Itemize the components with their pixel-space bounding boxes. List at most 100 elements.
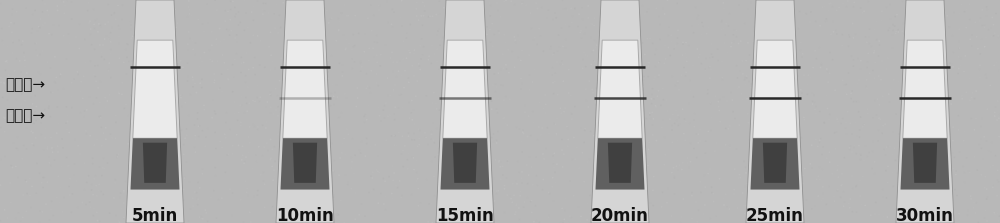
Point: [180, 75, 196, 78]
Point: [338, 46, 354, 50]
Point: [861, 35, 877, 39]
Point: [409, 0, 425, 4]
Point: [470, 44, 486, 47]
Point: [36, 148, 52, 152]
Point: [63, 0, 79, 4]
Point: [345, 137, 361, 140]
Point: [412, 44, 428, 47]
Point: [713, 135, 729, 139]
Point: [206, 189, 222, 193]
Point: [8, 57, 24, 60]
Point: [555, 155, 571, 159]
Point: [790, 110, 806, 113]
Point: [64, 192, 80, 196]
Point: [124, 59, 140, 63]
Point: [156, 189, 172, 193]
Point: [393, 74, 409, 78]
Point: [586, 160, 602, 163]
Point: [848, 185, 864, 188]
Point: [311, 51, 327, 55]
Point: [397, 144, 413, 148]
Point: [283, 137, 299, 141]
Point: [751, 161, 767, 165]
Point: [819, 69, 835, 72]
Point: [362, 173, 378, 176]
Point: [606, 31, 622, 35]
Point: [326, 159, 342, 162]
Point: [531, 27, 547, 30]
Point: [368, 168, 384, 171]
Point: [347, 60, 363, 64]
Point: [331, 115, 347, 119]
Point: [264, 148, 280, 151]
Point: [901, 91, 917, 94]
Point: [367, 143, 383, 147]
Point: [779, 49, 795, 52]
Point: [956, 171, 972, 174]
Point: [34, 210, 50, 214]
Point: [277, 124, 293, 128]
Point: [34, 10, 50, 14]
Point: [136, 42, 152, 46]
Point: [314, 163, 330, 167]
Point: [332, 156, 348, 160]
Point: [478, 131, 494, 134]
Point: [125, 34, 141, 38]
Point: [905, 9, 921, 12]
Point: [187, 146, 203, 149]
Point: [215, 216, 231, 219]
Point: [925, 199, 941, 203]
Point: [776, 10, 792, 14]
Point: [181, 219, 197, 223]
Point: [267, 26, 283, 30]
Point: [53, 0, 69, 2]
Point: [57, 4, 73, 7]
Point: [440, 186, 456, 190]
Text: 25min: 25min: [746, 207, 804, 223]
Point: [150, 121, 166, 124]
Point: [309, 165, 325, 168]
Point: [28, 41, 44, 45]
Point: [605, 151, 621, 155]
Point: [165, 58, 181, 62]
Point: [783, 130, 799, 133]
Point: [746, 101, 762, 105]
Point: [474, 146, 490, 149]
Point: [852, 128, 868, 132]
Point: [293, 209, 309, 213]
Point: [982, 94, 998, 97]
Point: [979, 197, 995, 201]
Point: [43, 164, 59, 167]
Point: [675, 197, 691, 201]
Point: [442, 49, 458, 52]
Point: [534, 126, 550, 130]
Point: [642, 37, 658, 40]
Point: [434, 179, 450, 182]
Point: [645, 204, 661, 207]
Point: [405, 155, 421, 159]
Point: [838, 121, 854, 124]
Point: [287, 70, 303, 73]
Point: [814, 108, 830, 112]
Point: [784, 95, 800, 99]
Polygon shape: [436, 0, 494, 223]
Point: [648, 104, 664, 107]
Point: [154, 167, 170, 171]
Point: [799, 93, 815, 96]
Point: [452, 62, 468, 66]
Point: [754, 112, 770, 115]
Point: [390, 186, 406, 189]
Point: [388, 144, 404, 147]
Point: [287, 90, 303, 94]
Point: [432, 37, 448, 41]
Point: [823, 1, 839, 5]
Point: [384, 192, 400, 195]
Point: [803, 10, 819, 14]
Point: [344, 36, 360, 39]
Point: [829, 189, 845, 192]
Point: [146, 157, 162, 160]
Point: [127, 101, 143, 105]
Point: [98, 34, 114, 38]
Point: [454, 211, 470, 214]
Point: [430, 153, 446, 156]
